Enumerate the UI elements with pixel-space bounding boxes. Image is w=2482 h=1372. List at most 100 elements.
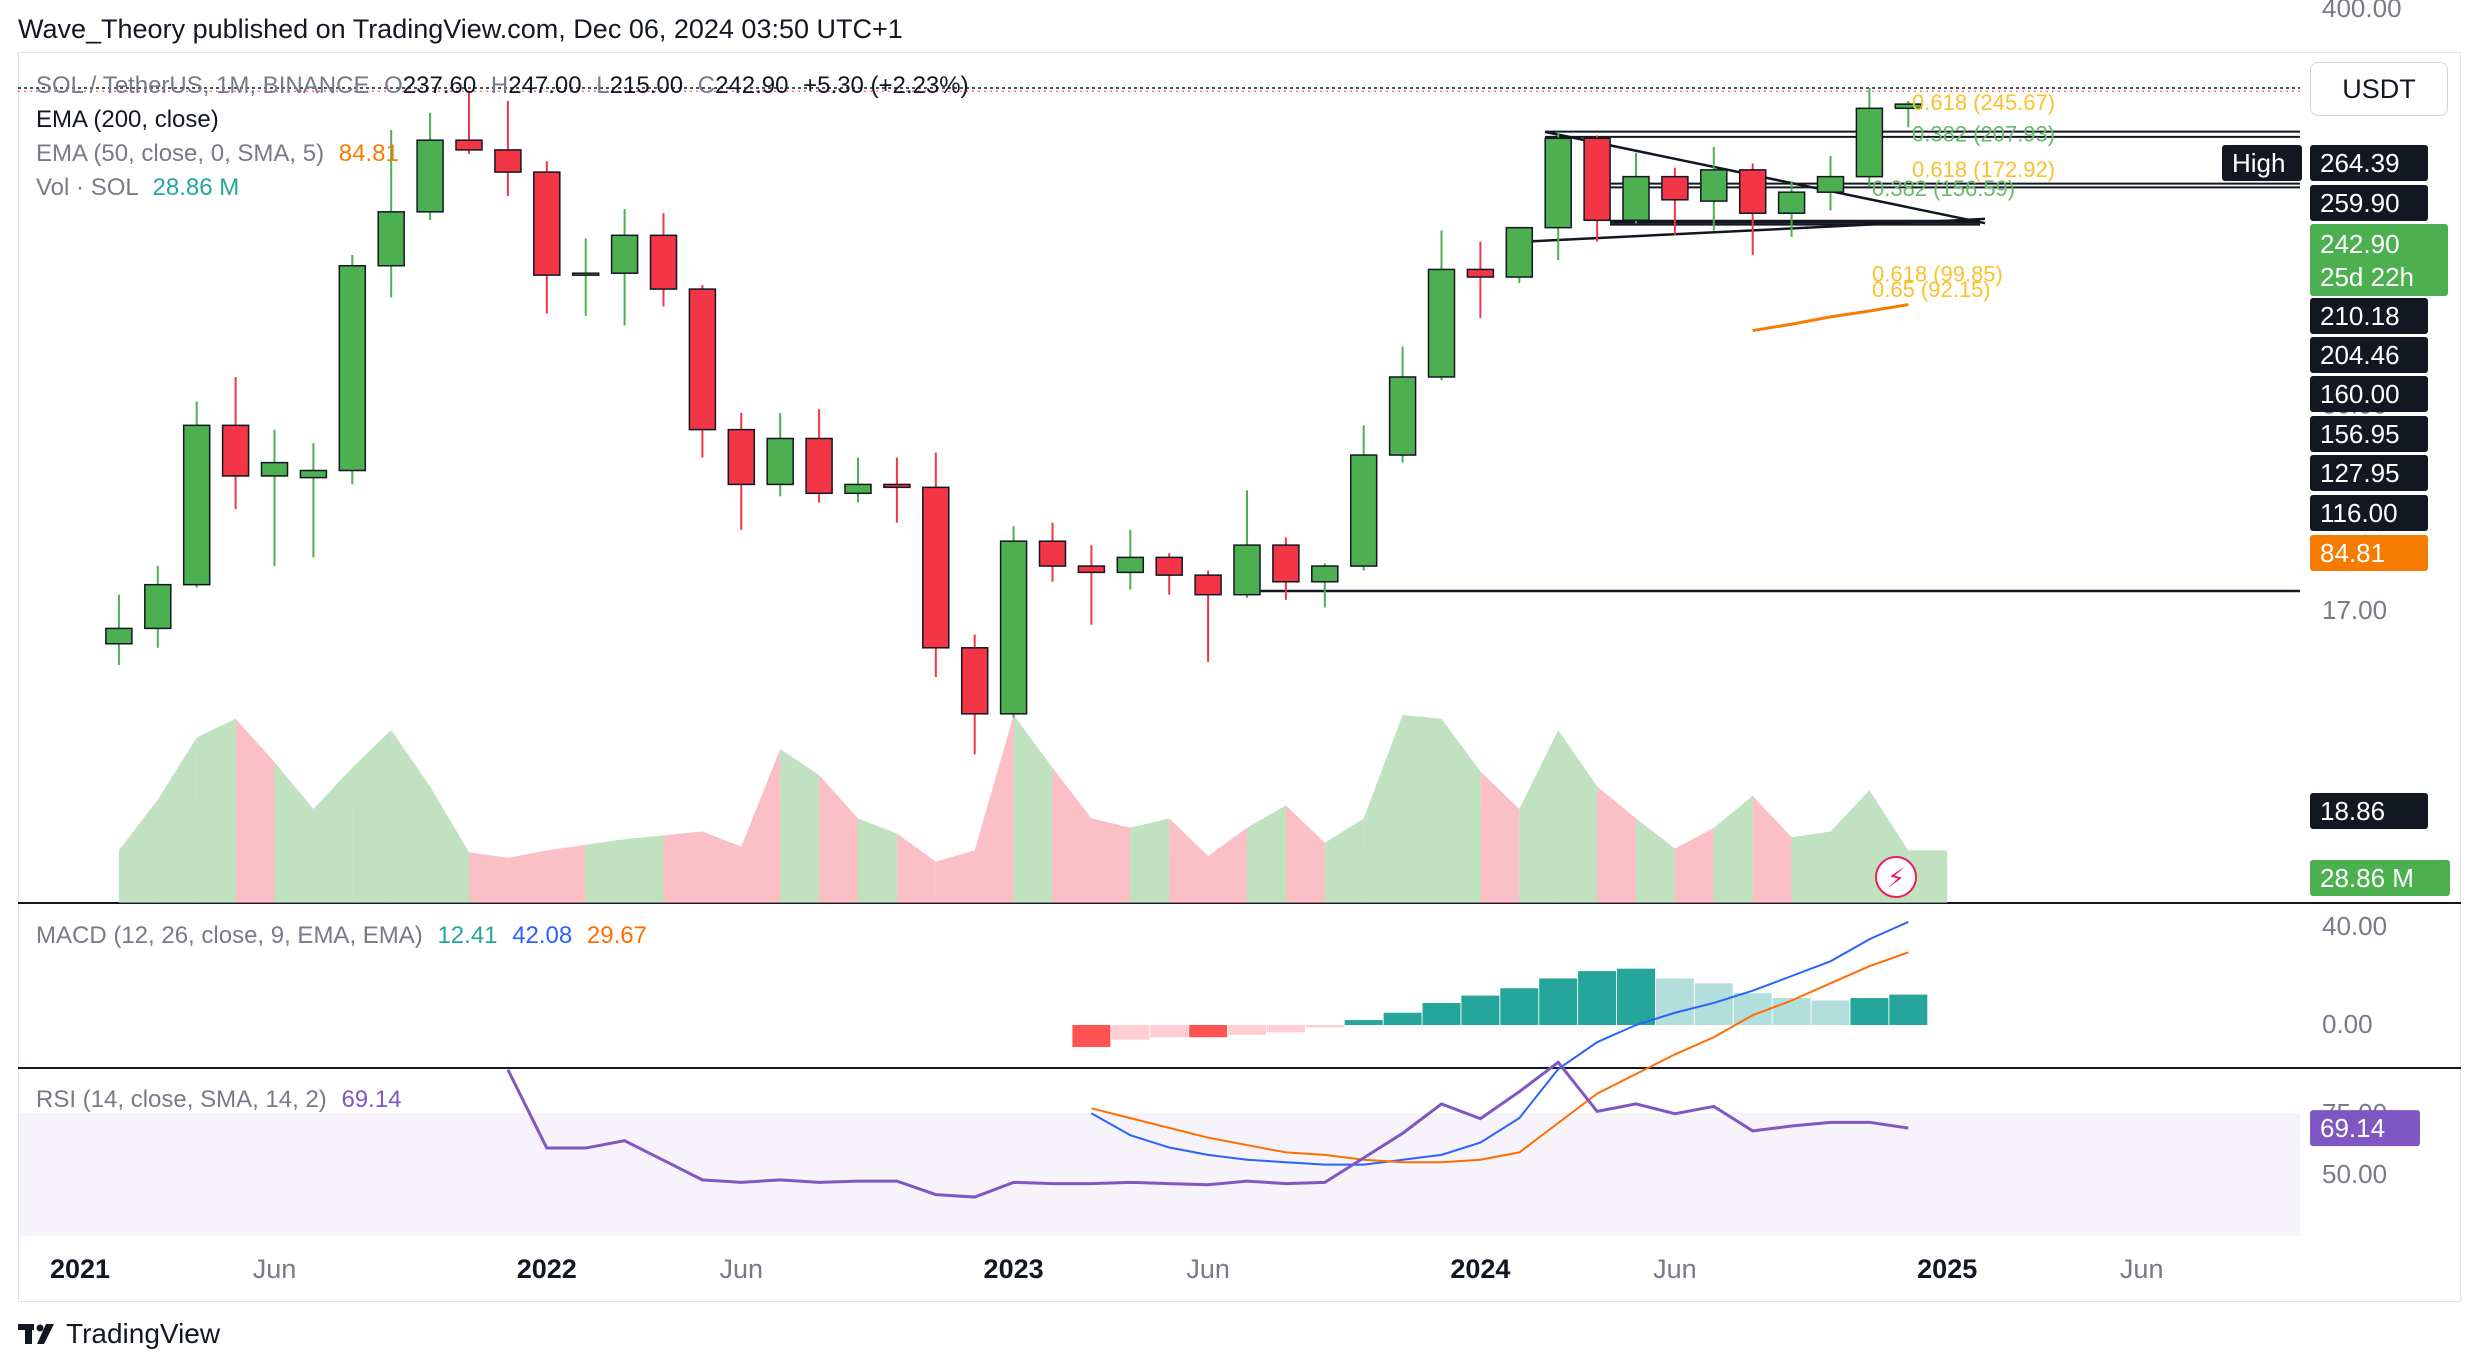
price-label: 84.81 <box>2320 538 2385 568</box>
price-label: 18.86 <box>2320 796 2385 826</box>
candle-body <box>766 437 794 486</box>
candle-body <box>1738 169 1767 214</box>
candle-body <box>1661 175 1689 201</box>
candle-body <box>1077 565 1106 574</box>
symbol-legend[interactable]: SOL / TetherUS, 1M, BINANCE O237.60 H247… <box>36 72 969 100</box>
volume-segment <box>1752 795 1792 903</box>
volume-segment <box>819 775 858 903</box>
macd-histogram-bar <box>1811 1000 1850 1025</box>
ema50-line <box>1752 303 1909 333</box>
flash-icon <box>1875 856 1917 898</box>
price-label-bg <box>2310 793 2428 829</box>
price-label: 160.00 <box>2320 379 2400 409</box>
volume-segment <box>1441 718 1481 903</box>
candle-body <box>299 469 328 479</box>
time-axis-tick: 2021 <box>50 1254 110 1284</box>
volume-segment <box>469 852 508 903</box>
volume-segment <box>235 718 275 903</box>
macd-histogram-bar <box>1266 1025 1305 1033</box>
volume-segment <box>274 762 314 903</box>
candle-body <box>1272 544 1300 583</box>
volume-segment <box>663 831 703 903</box>
candle-body <box>1427 268 1456 378</box>
time-axis-tick: 2022 <box>517 1254 577 1284</box>
macd-axis-tick: 40.00 <box>2322 911 2387 941</box>
macd-legend[interactable]: MACD (12, 26, close, 9, EMA, EMA) 12.41 … <box>36 922 647 950</box>
macd-histogram-bar <box>1889 994 1928 1025</box>
volume-segment <box>1519 730 1559 903</box>
tradingview-logo-icon <box>18 1324 54 1344</box>
macd-histogram-bar <box>1150 1025 1189 1038</box>
rsi-label: RSI (14, close, SMA, 14, 2) <box>36 1086 327 1113</box>
macd-histogram-bar <box>1500 988 1539 1025</box>
volume-segment <box>1169 818 1209 903</box>
candle-body <box>416 139 444 213</box>
close-label: C <box>697 72 716 99</box>
volume-segment <box>1052 767 1092 903</box>
macd-histogram-bar <box>1733 993 1772 1025</box>
volume-price-label-bg <box>2310 860 2450 896</box>
volume-segment <box>1908 850 1948 903</box>
currency-selector[interactable]: USDT <box>2310 62 2448 116</box>
rsi-legend[interactable]: RSI (14, close, SMA, 14, 2) 69.14 <box>36 1086 402 1114</box>
symbol-label: SOL / TetherUS, 1M, BINANCE <box>36 72 370 99</box>
volume-legend[interactable]: Vol · SOL 28.86 M <box>36 174 239 202</box>
volume-segment <box>1130 818 1170 903</box>
price-axis-tick: 400.00 <box>2322 0 2402 23</box>
volume-segment <box>157 737 197 903</box>
rsi-value-label: 69.14 <box>2320 1113 2385 1143</box>
open-value: 237.60 <box>402 72 477 99</box>
macd-histogram-bar <box>1228 1025 1266 1035</box>
volume-segment <box>624 835 664 903</box>
ema50-legend[interactable]: EMA (50, close, 0, SMA, 5) 84.81 <box>36 140 399 168</box>
price-label-bg <box>2310 145 2428 181</box>
volume-label: Vol · SOL <box>36 174 138 201</box>
candle-body <box>727 428 756 486</box>
candle-body <box>338 264 367 472</box>
macd-signal-value: 29.67 <box>586 922 647 949</box>
candle-body <box>999 540 1028 715</box>
price-label: 259.90 <box>2320 188 2400 218</box>
candle-body <box>805 437 833 495</box>
tradingview-brand[interactable]: TradingView <box>18 1318 220 1350</box>
macd-label: MACD (12, 26, close, 9, EMA, EMA) <box>36 922 423 949</box>
candle-body <box>1466 268 1495 278</box>
volume-segment <box>313 767 353 903</box>
volume-price-label: 28.86 M <box>2320 863 2414 893</box>
rsi-line <box>506 1060 1909 1199</box>
macd-signal-line <box>1091 951 1909 1164</box>
candle-body <box>1155 556 1183 576</box>
current-price-label: 242.90 <box>2320 229 2400 259</box>
price-label-bg <box>2310 298 2428 334</box>
time-axis-tick: Jun <box>253 1254 297 1284</box>
candle-body <box>144 583 172 630</box>
volume-segment <box>1091 818 1131 903</box>
fib-level-label: 0.382 (156.59) <box>1872 176 2015 201</box>
fib-level-label: 0.65 (92.15) <box>1872 277 1991 302</box>
ema50-label: EMA (50, close, 0, SMA, 5) <box>36 140 325 167</box>
open-label: O <box>384 72 403 99</box>
price-label-bg <box>2310 455 2428 491</box>
rsi-value-label-bg <box>2310 1110 2420 1147</box>
ema200-legend[interactable]: EMA (200, close) <box>36 106 219 133</box>
volume-segment <box>1674 827 1714 903</box>
candle-body <box>571 272 600 276</box>
candle-body <box>688 288 717 431</box>
candle-body <box>883 483 911 489</box>
price-label: 127.95 <box>2320 458 2400 488</box>
macd-line-value: 42.08 <box>512 922 573 949</box>
change-value: +5.30 (+2.23%) <box>803 72 969 99</box>
volume-segment <box>1597 786 1636 903</box>
macd-axis-tick: 0.00 <box>2322 1009 2373 1039</box>
candle-body <box>1583 137 1611 222</box>
candle-body <box>922 486 950 649</box>
price-label: 264.39 <box>2320 148 2400 178</box>
price-label-bg <box>2310 376 2428 412</box>
candle-body <box>455 139 483 151</box>
volume-segment <box>1324 818 1364 903</box>
volume-segment <box>1636 818 1675 903</box>
macd-histogram-bar <box>1655 978 1694 1025</box>
high-tag-bg <box>2222 145 2302 181</box>
price-label-bg <box>2310 185 2428 221</box>
